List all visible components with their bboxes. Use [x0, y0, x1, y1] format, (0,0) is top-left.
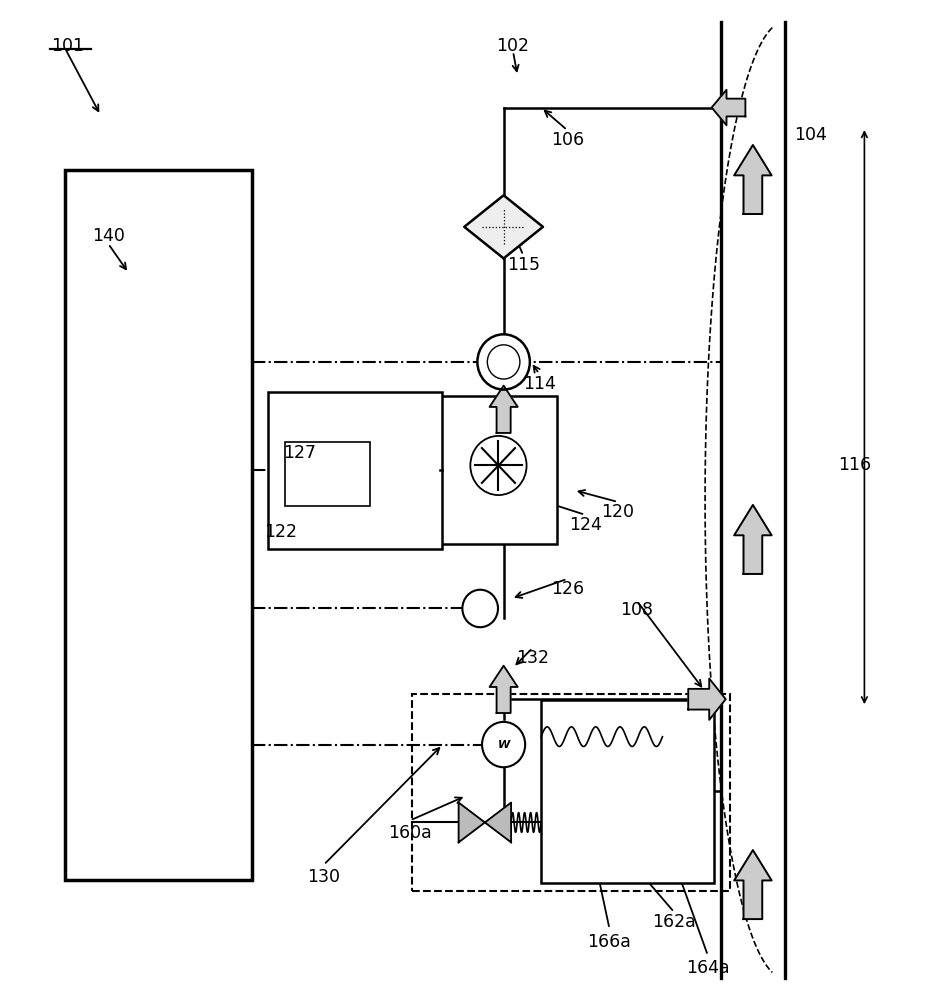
Polygon shape [458, 803, 485, 842]
Polygon shape [464, 195, 543, 258]
Circle shape [462, 590, 498, 627]
Text: 132: 132 [516, 649, 549, 667]
Polygon shape [734, 505, 771, 574]
Bar [65, 170, 252, 880]
Text: W: W [497, 740, 510, 750]
Text: 140: 140 [91, 227, 125, 245]
Polygon shape [490, 666, 517, 713]
Polygon shape [490, 386, 517, 433]
Text: 116: 116 [839, 456, 872, 474]
Text: 106: 106 [551, 131, 584, 149]
Text: 102: 102 [496, 37, 530, 55]
Bar [268, 392, 442, 549]
Text: 162a: 162a [652, 913, 696, 931]
Bar [541, 700, 714, 883]
Text: 114: 114 [523, 375, 555, 393]
Text: 115: 115 [507, 256, 540, 274]
Text: 130: 130 [307, 868, 340, 886]
Circle shape [482, 722, 525, 767]
Text: 120: 120 [601, 503, 634, 521]
Polygon shape [485, 803, 511, 842]
Text: 160a: 160a [388, 824, 432, 842]
Bar [285, 442, 370, 506]
Polygon shape [689, 678, 726, 720]
Text: 108: 108 [620, 601, 653, 619]
Polygon shape [734, 850, 771, 919]
Bar [440, 396, 557, 544]
Text: 166a: 166a [588, 933, 631, 951]
Text: 164a: 164a [686, 959, 729, 977]
Text: 127: 127 [282, 444, 316, 462]
Polygon shape [734, 145, 771, 214]
Circle shape [477, 334, 530, 390]
Text: 104: 104 [794, 126, 827, 144]
Text: 101: 101 [51, 37, 85, 55]
Text: 122: 122 [264, 523, 297, 541]
Bar [412, 694, 730, 891]
Text: 126: 126 [551, 580, 584, 598]
Polygon shape [711, 90, 746, 125]
Text: 124: 124 [569, 516, 602, 534]
